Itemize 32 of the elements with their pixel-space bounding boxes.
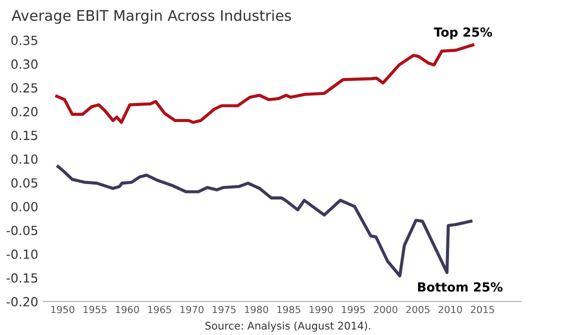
x-tick-label: 2010 (438, 306, 462, 314)
x-tick-label: 2000 (374, 306, 398, 314)
y-tick-label: -0.20 (6, 296, 38, 306)
x-tick-label: 1955 (84, 306, 106, 314)
y-tick-label: 0.30 (11, 59, 38, 69)
x-tick-label: 1985 (277, 306, 300, 314)
y-tick-label: 0.35 (11, 36, 38, 46)
x-tick-label: 1970 (180, 306, 204, 314)
x-tick-label: 1950 (51, 306, 74, 314)
series-label: Top 25% (434, 27, 492, 40)
y-tick-label: 0.20 (11, 106, 38, 116)
x-tick-label: 2005 (406, 306, 430, 314)
line-series (56, 165, 472, 278)
x-tick-label: 1990 (310, 306, 333, 314)
x-tick-label: 1980 (245, 306, 268, 314)
chart-title: Average EBIT Margin Across Industries (12, 10, 291, 24)
x-tick-label: 1975 (212, 306, 236, 314)
y-tick-label: -0.10 (6, 249, 38, 259)
x-tick-label: 1995 (342, 306, 365, 314)
line-series (55, 43, 474, 124)
y-tick-label: -0.05 (6, 226, 38, 236)
source-note: Source: Analysis (August 2014). (205, 322, 370, 332)
y-tick-label: 0.25 (11, 83, 38, 93)
x-tick-label: 1965 (148, 306, 172, 314)
y-tick-label: 0.05 (11, 178, 38, 188)
x-tick-label: 1960 (116, 306, 139, 314)
y-tick-label: -0.15 (6, 273, 38, 283)
x-tick-label: 2015 (470, 306, 494, 314)
y-tick-label: 0.15 (11, 130, 38, 140)
series-label: Bottom 25% (418, 282, 502, 292)
y-tick-label: 0.00 (11, 202, 38, 212)
y-tick-label: 0.10 (11, 154, 38, 164)
